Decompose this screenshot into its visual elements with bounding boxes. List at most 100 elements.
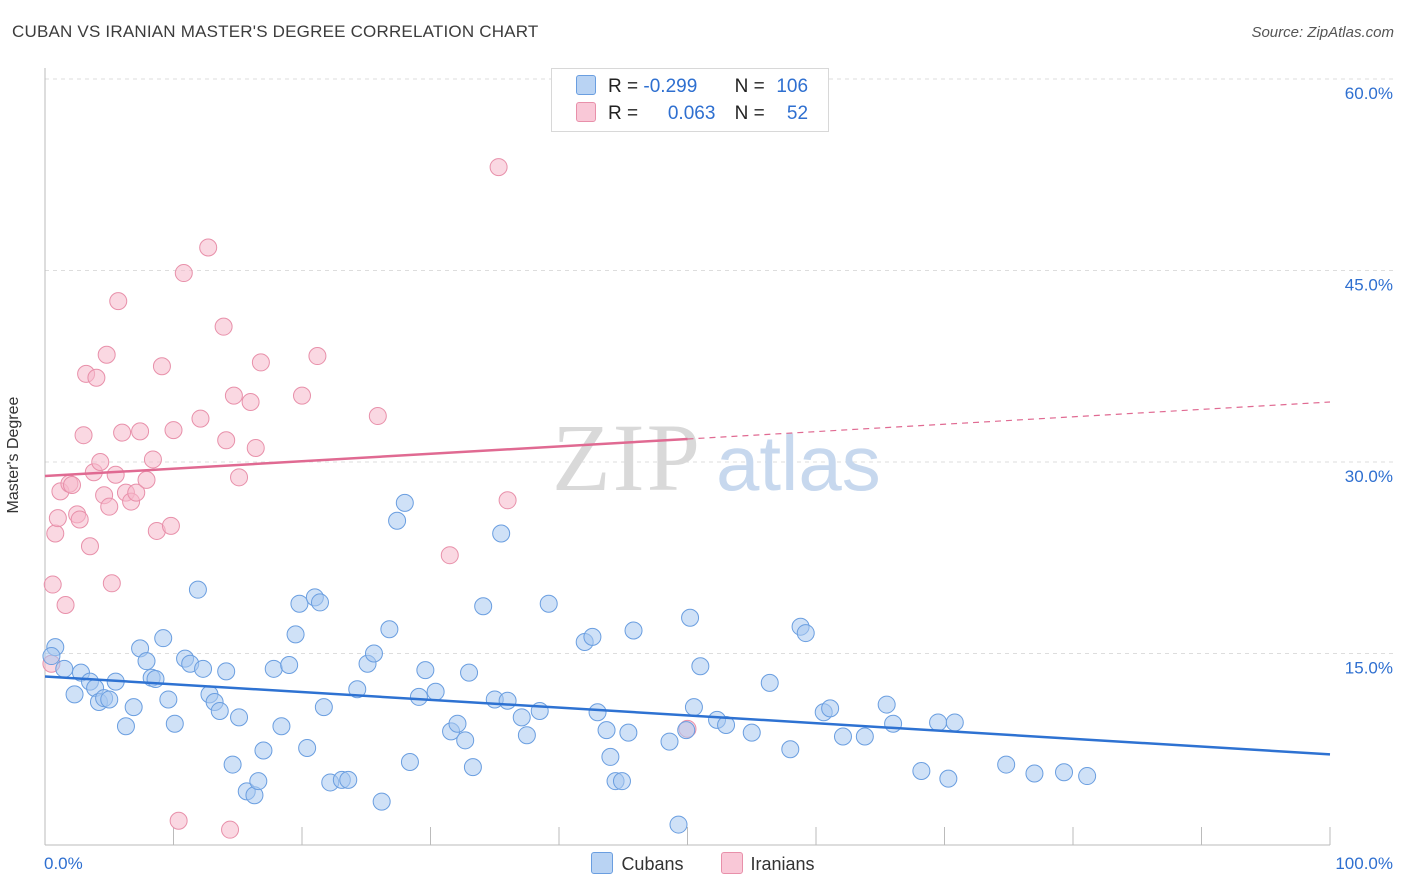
cubans-point <box>456 731 475 750</box>
cubans-point <box>146 670 165 689</box>
cubans-point <box>684 698 703 717</box>
chart-title: CUBAN VS IRANIAN MASTER'S DEGREE CORRELA… <box>12 22 539 41</box>
cubans-point <box>116 717 135 736</box>
cubans-point <box>280 655 299 674</box>
cubans-point <box>400 753 419 772</box>
source-label: Source: ZipAtlas.com <box>1251 24 1394 41</box>
cubans-r-label: R = <box>608 76 639 97</box>
cubans-n-label: N = <box>734 76 765 97</box>
iranians-point <box>498 491 517 510</box>
iranians-point <box>80 537 99 556</box>
iranians-point <box>440 546 459 565</box>
iranians-trend-extension <box>687 401 1331 440</box>
cubans-point <box>395 493 414 512</box>
stats-row-cubans: R = -0.299 N = 106 <box>576 74 808 100</box>
cubans-point <box>372 792 391 811</box>
iranians-point <box>127 483 146 502</box>
stats-row-iranians: R = 0.063 N = 52 <box>576 101 808 127</box>
iranians-point <box>74 426 93 445</box>
iranians-point <box>100 497 119 516</box>
iranians-point <box>191 409 210 428</box>
cubans-points <box>42 493 1097 834</box>
cubans-point <box>877 695 896 714</box>
cubans-point <box>884 714 903 733</box>
iranians-point <box>131 422 150 441</box>
iranians-point <box>152 357 171 376</box>
cubans-point <box>223 755 242 774</box>
iranians-point <box>164 421 183 440</box>
iranians-point <box>106 465 125 484</box>
cubans-point <box>100 690 119 709</box>
cubans-point <box>272 717 291 736</box>
cubans-point <box>210 701 229 720</box>
cubans-point <box>624 621 643 640</box>
cubans-point <box>137 652 156 671</box>
cubans-point <box>380 620 399 639</box>
cubans-point <box>833 727 852 746</box>
iranians-point <box>221 820 240 839</box>
iranians-r-value: 0.063 <box>667 103 716 124</box>
iranians-point <box>109 292 128 311</box>
cubans-point <box>474 597 493 616</box>
iranians-point <box>169 811 188 830</box>
cubans-point <box>1025 764 1044 783</box>
cubans-point <box>165 714 184 733</box>
cubans-point <box>254 741 273 760</box>
cubans-point <box>264 659 283 678</box>
cubans-point <box>717 715 736 734</box>
iranians-swatch <box>576 102 596 122</box>
legend-item-iranians: Iranians <box>720 852 815 875</box>
iranians-n-label: N = <box>734 103 765 124</box>
cubans-point <box>194 659 213 678</box>
iranians-point <box>43 575 62 594</box>
iranians-point <box>308 347 327 366</box>
iranians-point <box>87 368 106 387</box>
iranians-point <box>214 317 233 336</box>
cubans-point <box>1055 763 1074 782</box>
cubans-point <box>249 772 268 791</box>
cubans-swatch <box>576 75 596 95</box>
series-legend: Cubans Iranians <box>0 852 1406 875</box>
cubans-point <box>286 625 305 644</box>
cubans-point <box>912 761 931 780</box>
cubans-point <box>760 673 779 692</box>
cubans-point <box>42 647 61 666</box>
x-tick-label: 0.0% <box>44 854 83 873</box>
cubans-trend-line <box>44 675 1331 756</box>
cubans-point <box>1078 767 1097 786</box>
cubans-point <box>416 661 435 680</box>
legend-cubans-label: Cubans <box>621 854 684 874</box>
iranians-point <box>70 510 89 529</box>
watermark: ZIP atlas <box>552 404 881 511</box>
cubans-point <box>65 685 84 704</box>
cubans-point <box>583 627 602 646</box>
x-tick-label: 100.0% <box>1335 854 1393 873</box>
y-tick-label: 60.0% <box>1345 84 1393 103</box>
cubans-point <box>681 608 700 627</box>
cubans-point <box>669 815 688 834</box>
cubans-n-value: 106 <box>776 76 809 97</box>
cubans-point <box>821 699 840 718</box>
cubans-point <box>512 708 531 727</box>
cubans-point <box>339 770 358 789</box>
trend-lines <box>44 401 1331 756</box>
cubans-point <box>691 657 710 676</box>
cubans-r-value: -0.299 <box>643 76 698 97</box>
iranians-point <box>113 423 132 442</box>
cubans-point <box>742 723 761 742</box>
cubans-point <box>348 680 367 699</box>
cubans-point <box>298 738 317 757</box>
cubans-point <box>929 713 948 732</box>
iranians-point <box>368 407 387 426</box>
cubans-point <box>939 769 958 788</box>
iranians-trend-line <box>44 437 688 478</box>
iranians-point <box>217 431 236 450</box>
cubans-point <box>448 714 467 733</box>
iranians-n-value: 52 <box>786 103 809 124</box>
cubans-point <box>612 772 631 791</box>
cubans-point <box>314 698 333 717</box>
iranians-point <box>56 595 75 614</box>
cubans-point <box>677 721 696 740</box>
iranians-point <box>62 475 81 494</box>
cubans-point <box>498 691 517 710</box>
